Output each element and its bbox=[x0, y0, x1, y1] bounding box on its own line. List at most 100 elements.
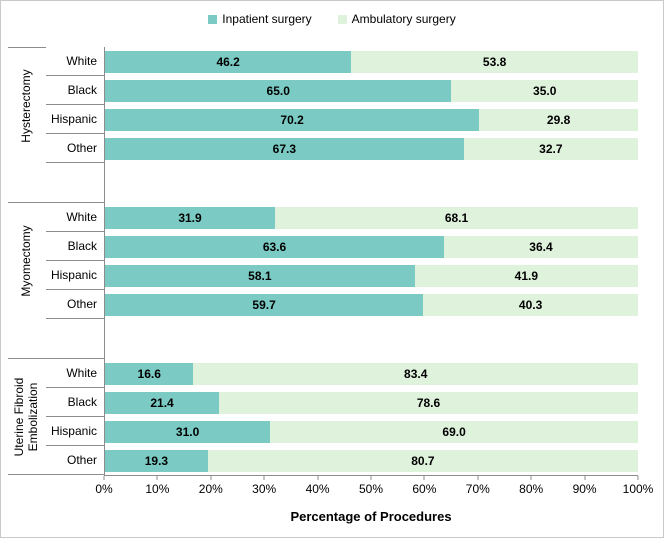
category-label-myomectomy-white: White bbox=[46, 203, 104, 232]
group-separator bbox=[8, 163, 104, 203]
bar-segment-ambulatory-surgery: 40.3 bbox=[423, 293, 638, 316]
axis-tick-mark bbox=[477, 476, 479, 480]
axis-tick-label: 20% bbox=[198, 482, 223, 496]
stacked-bar: 67.3 32.7 bbox=[105, 137, 638, 160]
stacked-bar: 59.7 40.3 bbox=[105, 293, 638, 316]
axis-tick-label: 0% bbox=[95, 482, 113, 496]
legend-item-inpatient: Inpatient surgery bbox=[208, 12, 312, 26]
stacked-bar: 70.2 29.8 bbox=[105, 108, 638, 131]
axis-tick-mark bbox=[423, 476, 425, 480]
bar-segment-inpatient-surgery: 67.3 bbox=[105, 137, 464, 160]
x-axis: 0% 10% 20% 30% 40% 50% 60% 70% 80% 90% 100% bbox=[95, 475, 653, 497]
axis-tick-mark bbox=[370, 476, 372, 480]
stacked-bar: 31.0 69.0 bbox=[105, 420, 638, 443]
bar-segment-ambulatory-surgery: 83.4 bbox=[193, 362, 638, 385]
axis-tick-mark bbox=[263, 476, 265, 480]
bar-value-label: 41.9 bbox=[514, 268, 538, 283]
x-axis-title: Percentage of Procedures bbox=[290, 509, 452, 524]
bar-segment-inpatient-surgery: 16.6 bbox=[105, 362, 194, 385]
category-label-uterine-fibroid-embolization-white: White bbox=[46, 359, 104, 388]
legend-label-ambulatory: Ambulatory surgery bbox=[351, 12, 456, 26]
bar-segment-inpatient-surgery: 19.3 bbox=[105, 449, 208, 472]
group-separator-plot bbox=[104, 163, 638, 203]
category-label-myomectomy-other: Other bbox=[46, 290, 104, 319]
axis-tick-label: 100% bbox=[622, 482, 654, 496]
bar-row: 58.1 41.9 bbox=[104, 261, 638, 290]
bar-value-label: 69.0 bbox=[442, 424, 466, 439]
category-label-hysterectomy-other: Other bbox=[46, 134, 104, 163]
group-separator-plot bbox=[104, 319, 638, 359]
legend-label-inpatient: Inpatient surgery bbox=[222, 12, 312, 26]
axis-tick-mark bbox=[103, 476, 105, 480]
stacked-bar: 21.4 78.6 bbox=[105, 391, 638, 414]
category-label-uterine-fibroid-embolization-other: Other bbox=[46, 446, 104, 475]
axis-tick-mark bbox=[210, 476, 212, 480]
bar-row: 16.6 83.4 bbox=[104, 359, 638, 388]
bar-segment-inpatient-surgery: 46.2 bbox=[105, 50, 352, 73]
bar-value-label: 78.6 bbox=[416, 395, 441, 410]
stacked-bar: 65.0 35.0 bbox=[105, 79, 638, 102]
bar-segment-ambulatory-surgery: 36.4 bbox=[443, 235, 638, 258]
bar-segment-ambulatory-surgery: 32.7 bbox=[463, 137, 638, 160]
bar-value-label: 32.7 bbox=[539, 141, 563, 156]
bar-segment-inpatient-surgery: 31.9 bbox=[105, 206, 276, 229]
bar-segment-ambulatory-surgery: 41.9 bbox=[414, 264, 638, 287]
bar-value-label: 29.8 bbox=[546, 112, 571, 127]
chart-legend: Inpatient surgery Ambulatory surgery bbox=[1, 1, 663, 47]
legend-item-ambulatory: Ambulatory surgery bbox=[337, 12, 456, 26]
group-label-text: Hysterectomy bbox=[19, 68, 34, 143]
bar-value-label: 40.3 bbox=[518, 297, 543, 312]
category-label-myomectomy-hispanic: Hispanic bbox=[46, 261, 104, 290]
bar-segment-ambulatory-surgery: 53.8 bbox=[351, 50, 638, 73]
bar-value-label: 83.4 bbox=[404, 366, 428, 381]
bar-value-label: 35.0 bbox=[533, 83, 557, 98]
bar-segment-ambulatory-surgery: 80.7 bbox=[207, 449, 638, 472]
axis-tick-mark bbox=[530, 476, 532, 480]
bar-row: 46.2 53.8 bbox=[104, 47, 638, 76]
category-label-myomectomy-black: Black bbox=[46, 232, 104, 261]
axis-tick-label: 40% bbox=[305, 482, 330, 496]
legend-marker-inpatient-icon bbox=[208, 14, 218, 24]
bar-value-label: 36.4 bbox=[529, 239, 553, 254]
stacked-bar: 31.9 68.1 bbox=[105, 206, 638, 229]
bar-value-label: 68.1 bbox=[444, 210, 469, 225]
group-label-uterine-fibroid-embolization: Uterine Fibroid Embolization bbox=[8, 359, 46, 475]
bar-value-label: 53.8 bbox=[482, 54, 507, 69]
bar-value-label: 31.9 bbox=[178, 210, 202, 225]
bar-value-label: 80.7 bbox=[411, 453, 435, 468]
bar-segment-ambulatory-surgery: 69.0 bbox=[270, 420, 638, 443]
stacked-bar: 19.3 80.7 bbox=[105, 449, 638, 472]
bar-row: 59.7 40.3 bbox=[104, 290, 638, 319]
bar-value-label: 70.2 bbox=[280, 112, 304, 127]
bar-value-label: 65.0 bbox=[266, 83, 290, 98]
bar-row: 67.3 32.7 bbox=[104, 134, 638, 163]
group-label-text: Uterine Fibroid Embolization bbox=[12, 377, 40, 456]
group-label-hysterectomy: Hysterectomy bbox=[8, 47, 46, 163]
stacked-bar: 16.6 83.4 bbox=[105, 362, 638, 385]
axis-tick-label: 70% bbox=[465, 482, 490, 496]
group-label-text: Myomectomy bbox=[19, 225, 34, 297]
bar-value-label: 19.3 bbox=[144, 453, 169, 468]
bar-segment-ambulatory-surgery: 68.1 bbox=[275, 206, 638, 229]
bar-value-label: 59.7 bbox=[252, 297, 276, 312]
bar-segment-inpatient-surgery: 58.1 bbox=[105, 264, 415, 287]
legend-marker-ambulatory-icon bbox=[337, 14, 347, 24]
axis-tick-label: 50% bbox=[358, 482, 384, 496]
chart-grid: Hysterectomy White 46.2 53.8 Black 65.0 35.0 Hi… bbox=[8, 47, 663, 497]
category-label-hysterectomy-hispanic: Hispanic bbox=[46, 105, 104, 134]
bar-segment-ambulatory-surgery: 29.8 bbox=[479, 108, 638, 131]
bar-row: 21.4 78.6 bbox=[104, 388, 638, 417]
group-separator bbox=[8, 319, 104, 359]
bar-segment-ambulatory-surgery: 78.6 bbox=[219, 391, 638, 414]
category-label-uterine-fibroid-embolization-hispanic: Hispanic bbox=[46, 417, 104, 446]
category-label-hysterectomy-black: Black bbox=[46, 76, 104, 105]
bar-segment-inpatient-surgery: 21.4 bbox=[105, 391, 220, 414]
bar-value-label: 16.6 bbox=[137, 366, 161, 381]
bar-segment-inpatient-surgery: 59.7 bbox=[105, 293, 424, 316]
bar-value-label: 46.2 bbox=[216, 54, 240, 69]
bar-row: 31.0 69.0 bbox=[104, 417, 638, 446]
bar-segment-inpatient-surgery: 31.0 bbox=[105, 420, 271, 443]
axis-tick-label: 10% bbox=[145, 482, 170, 496]
bar-row: 65.0 35.0 bbox=[104, 76, 638, 105]
